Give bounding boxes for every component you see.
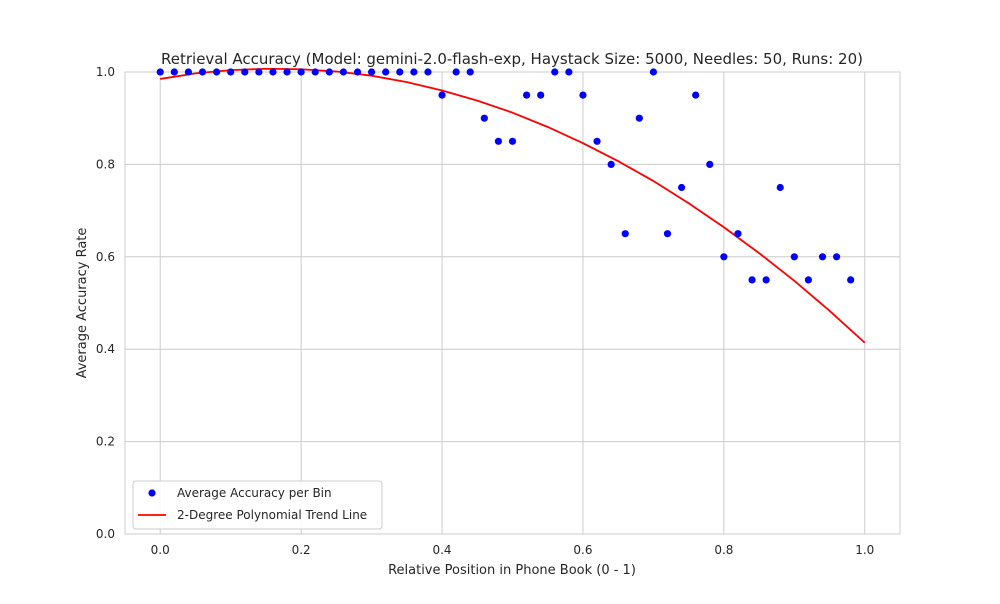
scatter-point xyxy=(184,68,193,76)
scatter-point xyxy=(818,253,827,261)
scatter-point xyxy=(241,68,249,76)
scatter-point xyxy=(494,137,503,145)
scatter-point xyxy=(790,253,798,261)
scatter-point xyxy=(198,68,207,76)
scatter-point xyxy=(551,68,559,76)
scatter-point xyxy=(720,253,728,261)
y-tick-label: 0.0 xyxy=(96,527,115,541)
scatter-point xyxy=(410,68,418,76)
scatter-point xyxy=(227,68,235,76)
scatter-point xyxy=(339,68,348,76)
x-tick-label: 0.2 xyxy=(292,543,311,557)
scatter-point xyxy=(424,68,432,76)
scatter-point xyxy=(677,183,686,192)
y-tick-label: 0.8 xyxy=(96,157,115,171)
legend: Average Accuracy per Bin 2-Degree Polynom… xyxy=(132,480,383,530)
y-tick-label: 1.0 xyxy=(96,65,115,79)
scatter-point xyxy=(297,68,305,76)
scatter-point xyxy=(438,91,446,99)
scatter-point xyxy=(748,276,756,284)
scatter-point xyxy=(325,68,333,76)
y-axis-label: Average Accuracy Rate xyxy=(75,228,90,379)
scatter-point xyxy=(537,91,545,99)
x-tick-label: 1.0 xyxy=(855,543,874,557)
y-tick-label: 0.2 xyxy=(96,435,115,449)
scatter-point xyxy=(649,68,658,76)
legend-label-line: 2-Degree Polynomial Trend Line xyxy=(177,508,367,522)
scatter-point xyxy=(579,91,587,99)
y-tick-label: 0.4 xyxy=(96,342,115,356)
x-tick-label: 0.4 xyxy=(432,543,451,557)
scatter-point xyxy=(607,160,615,168)
plot-area-frame xyxy=(124,71,901,535)
scatter-point xyxy=(283,68,291,76)
x-tick-label: 0.0 xyxy=(151,543,170,557)
legend-box xyxy=(132,480,383,530)
scatter-point xyxy=(663,230,672,238)
scatter-point xyxy=(706,160,714,168)
scatter-point xyxy=(692,91,700,99)
scatter-point xyxy=(382,68,390,76)
scatter-point xyxy=(452,68,460,76)
scatter-point xyxy=(212,68,221,76)
scatter-point xyxy=(565,68,573,76)
scatter-point xyxy=(170,68,178,76)
scatter-point xyxy=(480,114,488,122)
legend-label-scatter: Average Accuracy per Bin xyxy=(177,486,332,500)
x-axis-label: Relative Position in Phone Book (0 - 1) xyxy=(388,563,636,578)
scatter-point xyxy=(804,276,813,284)
scatter-point xyxy=(396,68,404,76)
scatter-point xyxy=(593,137,601,145)
scatter-point xyxy=(353,68,362,76)
scatter-point xyxy=(762,276,770,284)
axes: 0.0 0.2 0.4 0.6 0.8 1.0 0.0 0.2 0.4 0.6 0.8 1.0 xyxy=(96,65,874,557)
scatter-point xyxy=(832,253,841,261)
scatter-point xyxy=(367,68,376,76)
chart-title: Retrieval Accuracy (Model: gemini-2.0-fl… xyxy=(161,50,863,68)
grid xyxy=(124,71,901,535)
scatter-point xyxy=(847,276,855,284)
scatter-point xyxy=(508,137,517,145)
legend-marker-scatter xyxy=(148,489,156,497)
scatter-point xyxy=(776,183,784,192)
x-tick-label: 0.8 xyxy=(714,543,733,557)
scatter-point xyxy=(522,91,531,99)
scatter-point xyxy=(255,68,263,76)
plot-data xyxy=(156,67,866,344)
scatter-point xyxy=(269,68,277,76)
scatter-point xyxy=(621,230,629,238)
x-tick-label: 0.6 xyxy=(573,543,592,557)
scatter-point xyxy=(311,68,319,76)
trend-line xyxy=(160,67,866,344)
scatter-point xyxy=(635,114,643,122)
scatter-point xyxy=(156,68,164,76)
scatter-point xyxy=(466,68,474,76)
y-tick-label: 0.6 xyxy=(96,250,115,264)
scatter-point xyxy=(734,230,742,238)
